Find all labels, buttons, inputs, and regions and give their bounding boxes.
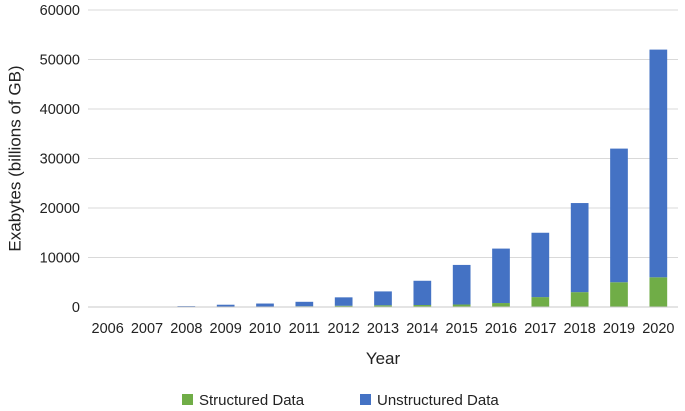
legend-swatch-unstructured-data [360, 394, 371, 405]
x-tick-label: 2019 [603, 321, 635, 337]
x-axis-title: Year [366, 349, 401, 368]
legend-label-structured-data: Structured Data [199, 392, 305, 409]
y-tick-label: 60000 [40, 3, 80, 19]
bar-unstructured-data-2018 [570, 203, 589, 293]
bar-unstructured-data-2019 [610, 148, 628, 283]
x-tick-label: 2015 [446, 321, 478, 337]
bar-structured-data-2013 [374, 305, 392, 307]
x-tick-label: 2010 [249, 321, 281, 337]
bar-unstructured-data-2015 [452, 264, 471, 305]
bar-structured-data-2020 [649, 277, 668, 307]
bar-unstructured-data-2012 [334, 297, 353, 306]
y-axis-title: Exabytes (billions of GB) [5, 65, 24, 251]
x-tick-label: 2018 [564, 321, 596, 337]
bar-structured-data-2012 [334, 305, 353, 307]
bar-unstructured-data-2020 [649, 49, 668, 278]
y-tick-label: 30000 [40, 152, 80, 168]
bar-unstructured-data-2014 [413, 280, 432, 306]
y-tick-label: 20000 [40, 201, 80, 217]
x-tick-label: 2014 [406, 321, 438, 337]
x-tick-label: 2006 [92, 321, 124, 337]
bars [98, 49, 668, 307]
legend: Structured Data Unstructured Data [182, 392, 499, 409]
bar-unstructured-data-2008 [177, 306, 196, 307]
bar-structured-data-2019 [610, 282, 628, 307]
x-tick-labels: 2006 2007 2008 2009 2010 2011 2012 2013 2014 2015… [92, 321, 675, 337]
bar-unstructured-data-2013 [374, 291, 392, 306]
x-tick-label: 2011 [289, 321, 320, 337]
x-tick-label: 2012 [328, 321, 360, 337]
legend-swatch-structured-data [182, 394, 193, 405]
bar-structured-data-2015 [452, 304, 471, 307]
x-tick-label: 2007 [131, 321, 163, 337]
x-tick-label: 2009 [210, 321, 242, 337]
y-tick-label: 40000 [40, 102, 80, 118]
y-tick-label: 0 [72, 300, 80, 316]
y-tick-labels: 0 10000 20000 30000 40000 50000 60000 [40, 3, 80, 316]
bar-unstructured-data-2017 [531, 232, 550, 298]
y-tick-label: 10000 [40, 251, 80, 267]
bar-unstructured-data-2016 [492, 248, 510, 304]
x-tick-label: 2020 [642, 321, 674, 337]
x-tick-label: 2013 [367, 321, 399, 337]
gridlines [88, 9, 678, 258]
bar-structured-data-2018 [570, 292, 589, 307]
bar-unstructured-data-2011 [295, 301, 314, 307]
x-tick-label: 2016 [485, 321, 517, 337]
x-tick-label: 2017 [524, 321, 556, 337]
bar-unstructured-data-2010 [256, 303, 274, 307]
legend-label-unstructured-data: Unstructured Data [377, 392, 499, 409]
x-tick-label: 2008 [170, 321, 202, 337]
bar-structured-data-2016 [492, 303, 510, 307]
bar-structured-data-2017 [531, 297, 550, 307]
y-tick-label: 50000 [40, 53, 80, 69]
bar-unstructured-data-2009 [216, 304, 235, 307]
bar-structured-data-2014 [413, 305, 432, 307]
